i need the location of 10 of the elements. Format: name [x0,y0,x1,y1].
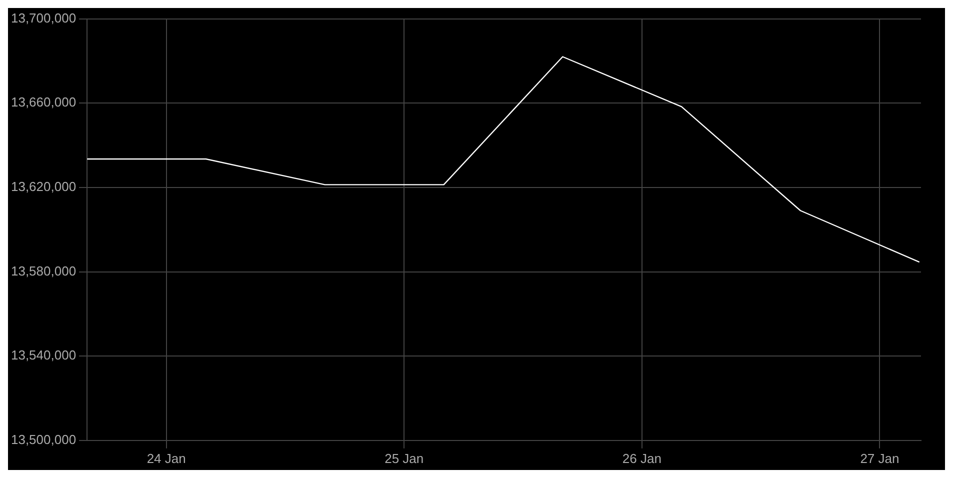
y-tick-label: 13,660,000 [10,94,76,110]
x-tick-label: 24 Jan [146,450,186,466]
y-tick-label: 13,580,000 [10,263,76,278]
y-tick-label: 13,700,000 [10,10,76,26]
y-tick-label: 13,620,000 [10,179,76,194]
y-tick-label: 13,500,000 [10,432,76,447]
x-tick-label: 26 Jan [622,450,662,466]
x-tick-label: 25 Jan [384,450,424,466]
y-tick-label: 13,540,000 [10,348,76,363]
x-tick-label: 27 Jan [860,450,900,466]
